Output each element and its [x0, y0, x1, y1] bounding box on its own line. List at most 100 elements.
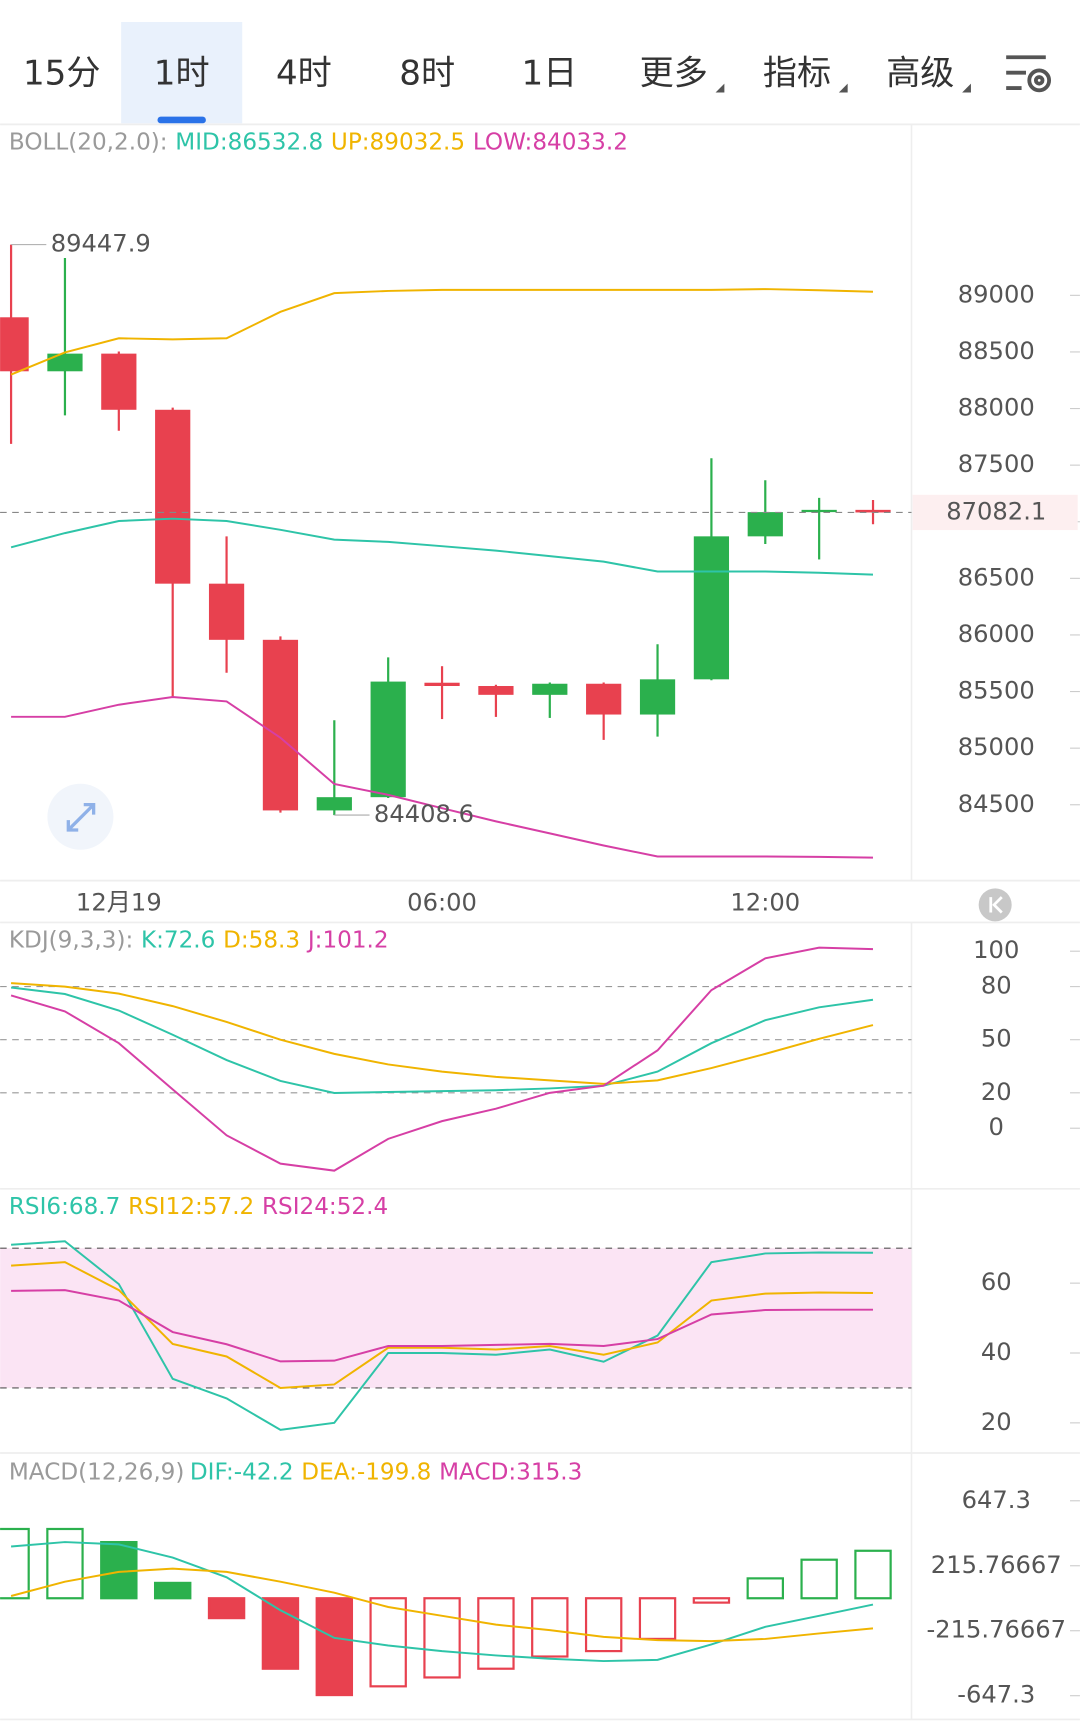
macd-bar	[315, 1597, 354, 1697]
tab-label: 指标	[763, 53, 831, 93]
macd-bar	[477, 1597, 515, 1670]
y-tick-label: 85500	[958, 677, 1035, 705]
indicator-line	[11, 1261, 873, 1389]
tab[interactable]: 1时	[154, 53, 210, 93]
candle-body	[586, 683, 622, 715]
tab[interactable]: 8时	[399, 53, 455, 93]
candle-body	[424, 682, 460, 687]
y-tick-label: 86000	[958, 620, 1035, 648]
legend-entry: DIF:-42.2	[190, 1459, 294, 1485]
last-price-label: 87082.1	[946, 497, 1046, 525]
y-tick-label: 86500	[958, 563, 1035, 591]
candle-body	[208, 583, 245, 640]
legend-entry: MID:86532.8	[175, 130, 323, 156]
candle-body	[639, 679, 676, 715]
legend-entry: UP:89032.5	[331, 130, 465, 156]
y-tick-label: 50	[981, 1025, 1012, 1053]
indicator-title: BOLL(20,2.0):	[9, 130, 168, 156]
tab[interactable]: 15分	[23, 53, 101, 93]
last-price-box	[912, 494, 1078, 531]
indicator-line	[11, 982, 874, 1085]
expand-button[interactable]	[47, 783, 114, 850]
y-tick-label: 80	[981, 972, 1012, 1000]
y-tick-label: 89000	[958, 280, 1035, 308]
tab-label: 高级	[886, 53, 954, 93]
tab-label: 1日	[521, 53, 577, 93]
tab[interactable]: 1日	[521, 53, 577, 93]
collapse-button[interactable]	[978, 888, 1012, 922]
candle-body	[47, 353, 83, 372]
y-tick-label: 88000	[958, 394, 1035, 422]
candle-body	[478, 686, 514, 695]
macd-bar	[207, 1597, 246, 1620]
indicator-line	[10, 517, 874, 576]
tab[interactable]: 4时	[276, 53, 332, 93]
dropdown-arrow	[838, 83, 848, 93]
legend-entry: RSI12:57.2	[128, 1194, 254, 1220]
candle-body	[101, 353, 137, 410]
chart-panel: RSI6:68.7 RSI12:57.2 RSI24:52.4 20 40 60	[0, 1194, 1080, 1436]
candle-body	[532, 683, 568, 695]
low-label: 84408.6	[374, 800, 474, 828]
macd-bar	[153, 1581, 192, 1600]
indicator-line	[11, 696, 873, 859]
chart-panel: BOLL(20,2.0): MID:86532.8 UP:89032.5 LOW:84…	[0, 130, 1080, 917]
charts: 15分 1时 4时 8时 1日 更多 指标 高级 BOLL(20,2.0): MID:86532.…	[0, 53, 1080, 1709]
candle-body	[855, 509, 891, 513]
tab-indicator	[157, 116, 206, 124]
y-tick-label: -647.3	[957, 1681, 1035, 1709]
legend-entry: MACD:315.3	[439, 1459, 582, 1485]
macd-bar	[423, 1597, 461, 1679]
legend-entry: RSI24:52.4	[262, 1194, 388, 1220]
macd-bar	[692, 1597, 731, 1604]
selected-tab-bg	[121, 22, 243, 124]
tab[interactable]: 指标	[763, 53, 848, 93]
candle-body	[0, 317, 29, 372]
tab-label: 15分	[23, 53, 101, 93]
dropdown-arrow	[715, 83, 725, 93]
plot-area	[0, 244, 891, 859]
candle-body	[370, 681, 406, 798]
y-tick-label: 647.3	[962, 1486, 1031, 1514]
candle-body	[155, 409, 191, 584]
macd-bar	[46, 1527, 84, 1600]
tab-label: 8时	[399, 53, 455, 93]
legend-entry: DEA:-199.8	[301, 1459, 431, 1485]
macd-bar	[0, 1527, 30, 1600]
chart-panel: MACD(12,26,9) DIF:-42.2 DEA:-199.8 MACD:315…	[0, 1459, 1080, 1709]
plot-area	[0, 946, 912, 1172]
y-tick-label: 40	[981, 1338, 1012, 1366]
macd-bar	[746, 1577, 784, 1600]
macd-bar	[369, 1597, 407, 1688]
legend-entry: K:72.6	[141, 928, 215, 954]
y-tick-label: 60	[981, 1268, 1012, 1296]
candle-body	[262, 639, 299, 811]
high-label: 89447.9	[51, 230, 151, 258]
macd-bar	[854, 1549, 892, 1600]
y-tick-label: -215.76667	[926, 1616, 1066, 1644]
y-tick-label: 88500	[958, 337, 1035, 365]
macd-bar	[584, 1597, 623, 1653]
indicator-line	[10, 1567, 874, 1643]
macd-bar	[638, 1597, 677, 1641]
indicator-line	[11, 1289, 873, 1363]
macd-bar	[100, 1540, 138, 1600]
plot-area	[0, 1240, 912, 1431]
y-tick-label: 20	[981, 1408, 1012, 1436]
candle-body	[316, 797, 352, 811]
x-tick-label: 12月19	[76, 889, 162, 917]
settings-icon[interactable]	[1006, 55, 1052, 93]
macd-bar	[800, 1558, 838, 1600]
candle-body	[801, 509, 837, 513]
macd-bar	[261, 1597, 300, 1670]
legend-entry: RSI6:68.7	[9, 1194, 121, 1220]
x-tick-label: 12:00	[730, 889, 800, 917]
legend-entry: J:101.2	[306, 928, 389, 954]
y-tick-label: 87500	[958, 450, 1035, 478]
band	[0, 1248, 912, 1388]
tab[interactable]: 更多	[640, 53, 725, 93]
tab[interactable]: 高级	[886, 53, 971, 93]
tab-label: 1时	[154, 53, 210, 93]
